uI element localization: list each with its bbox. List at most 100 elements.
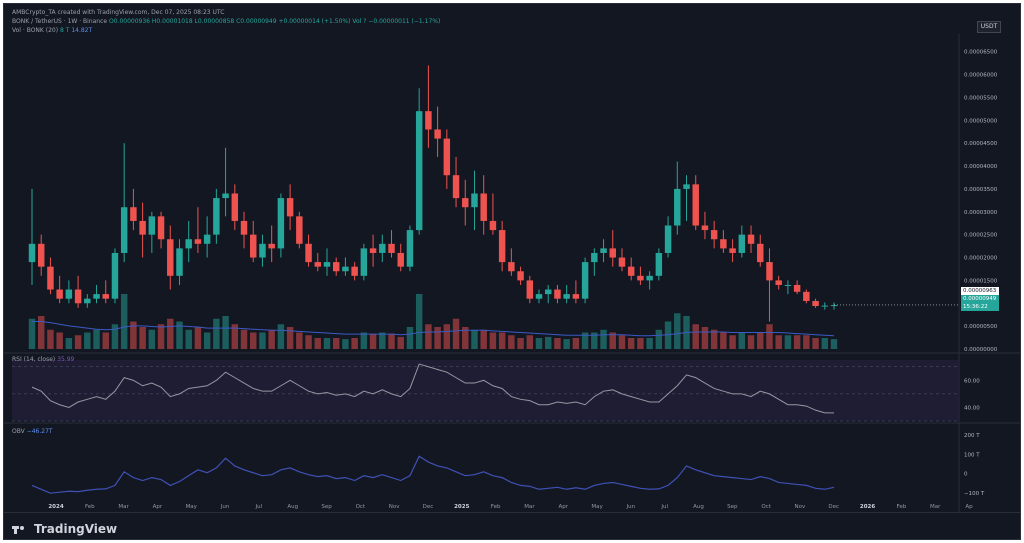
candle-body xyxy=(784,284,792,286)
time-axis-label: Mar xyxy=(930,504,941,510)
candle-body xyxy=(351,266,358,276)
volume-bar xyxy=(618,335,626,349)
rsi-legend[interactable]: RSI (14, close) 35.99 xyxy=(12,356,74,363)
candle-body xyxy=(821,305,829,307)
rsi-tick-label: 60.00 xyxy=(964,378,980,384)
volume-bar xyxy=(47,329,54,349)
volume-bar xyxy=(766,324,773,349)
candle-body xyxy=(332,262,340,272)
candle-body xyxy=(803,291,810,301)
candle-body xyxy=(240,220,248,235)
volume-bar xyxy=(203,332,211,349)
candle-body xyxy=(369,248,377,253)
candle-body xyxy=(157,216,165,240)
volume-bar xyxy=(250,332,257,349)
time-axis-label: Feb xyxy=(896,504,906,510)
volume-bar xyxy=(379,332,386,349)
chart-canvas[interactable]: 0.00006500 0.00006000 0.00005500 0.00005000… xyxy=(4,4,1020,512)
candle-body xyxy=(581,262,589,299)
candle-body xyxy=(609,248,616,258)
candle-body xyxy=(93,294,100,299)
candle-body xyxy=(323,262,331,267)
time-axis-label: 2025 xyxy=(454,504,469,510)
candle-body xyxy=(314,262,321,267)
candle-body xyxy=(471,193,478,208)
time-axis-label: Oct xyxy=(761,504,771,510)
time-axis-label: Feb xyxy=(85,504,95,510)
volume-bar xyxy=(646,338,653,349)
price-tick-label: 0.00004500 xyxy=(964,141,998,147)
chart-caption: AMBCrypto_TA created with TradingView.co… xyxy=(12,9,225,16)
candle-body xyxy=(259,243,266,258)
close-price-tag: 0.00000949 xyxy=(961,295,999,303)
symbol-name[interactable]: BONK / TetherUS · 1W · Binance xyxy=(12,18,108,25)
volume-bar xyxy=(627,338,635,349)
candle-body xyxy=(720,239,727,249)
time-axis-label: May xyxy=(591,504,603,510)
candle-body xyxy=(415,111,423,231)
volume-bar xyxy=(498,332,506,349)
volume-bar xyxy=(600,329,607,349)
candle-body xyxy=(600,248,607,253)
volume-bar xyxy=(462,327,469,349)
candle-body xyxy=(674,188,681,226)
volume-bar xyxy=(674,313,681,349)
volume-legend: Vol · BONK (20) 8 T 14.82T xyxy=(12,27,92,34)
candle-body xyxy=(572,294,580,299)
volume-bar xyxy=(222,316,229,349)
volume-bar xyxy=(185,329,192,349)
candle-body xyxy=(508,262,515,272)
candle-body xyxy=(425,111,432,130)
candle-body xyxy=(517,271,524,281)
candle-body xyxy=(203,234,211,244)
volume-bar xyxy=(130,321,137,349)
volume-label[interactable]: Vol · BONK (20) xyxy=(12,27,59,34)
candle-body xyxy=(268,243,275,249)
candle-body xyxy=(692,184,699,226)
volume-bar xyxy=(74,335,82,349)
volume-bar xyxy=(710,329,718,349)
volume-bar xyxy=(332,338,340,349)
time-axis-label: Ap xyxy=(965,504,973,510)
volume-bar xyxy=(268,329,275,349)
candle-body xyxy=(37,243,45,267)
volume-bar xyxy=(425,324,432,349)
candle-body xyxy=(452,175,460,199)
candle-body xyxy=(664,225,672,253)
obv-value: −46.27T xyxy=(26,428,53,435)
candle-body xyxy=(747,234,755,244)
candle-body xyxy=(397,252,404,267)
time-axis-label: May xyxy=(186,504,198,510)
volume-bar xyxy=(830,339,838,349)
time-axis-label: Mar xyxy=(524,504,535,510)
volume-bar xyxy=(213,318,220,349)
candle-body xyxy=(185,239,192,249)
time-axis-label: Feb xyxy=(491,504,501,510)
candle-body xyxy=(812,300,819,307)
volume-bar xyxy=(526,335,534,349)
candle-body xyxy=(683,184,690,189)
candle-body xyxy=(65,289,73,299)
volume-bar xyxy=(517,338,524,349)
volume-sma-line xyxy=(32,321,835,337)
vol-change: Vol ? −0.00000011 (−1.17%) xyxy=(352,18,441,25)
volume-bar xyxy=(757,332,764,349)
candle-body xyxy=(627,266,635,276)
volume-bar xyxy=(452,318,460,349)
tradingview-logo[interactable]: TradingView xyxy=(12,522,117,536)
obv-legend[interactable]: OBV −46.27T xyxy=(12,428,53,435)
candle-body xyxy=(545,289,552,295)
volume-bar xyxy=(194,327,202,349)
candle-body xyxy=(56,289,63,299)
time-axis-label: Aug xyxy=(287,504,298,510)
volume-bar xyxy=(563,339,570,349)
candle-body xyxy=(489,220,497,231)
candle-body xyxy=(757,243,764,263)
obv-tick-label: 100 T xyxy=(964,452,980,458)
volume-bar xyxy=(102,332,109,349)
candle-body xyxy=(388,243,395,253)
volume-bar xyxy=(803,335,810,349)
currency-button[interactable]: USDT xyxy=(977,21,1001,33)
candle-body xyxy=(286,198,294,217)
time-axis-label: Nov xyxy=(389,504,400,510)
